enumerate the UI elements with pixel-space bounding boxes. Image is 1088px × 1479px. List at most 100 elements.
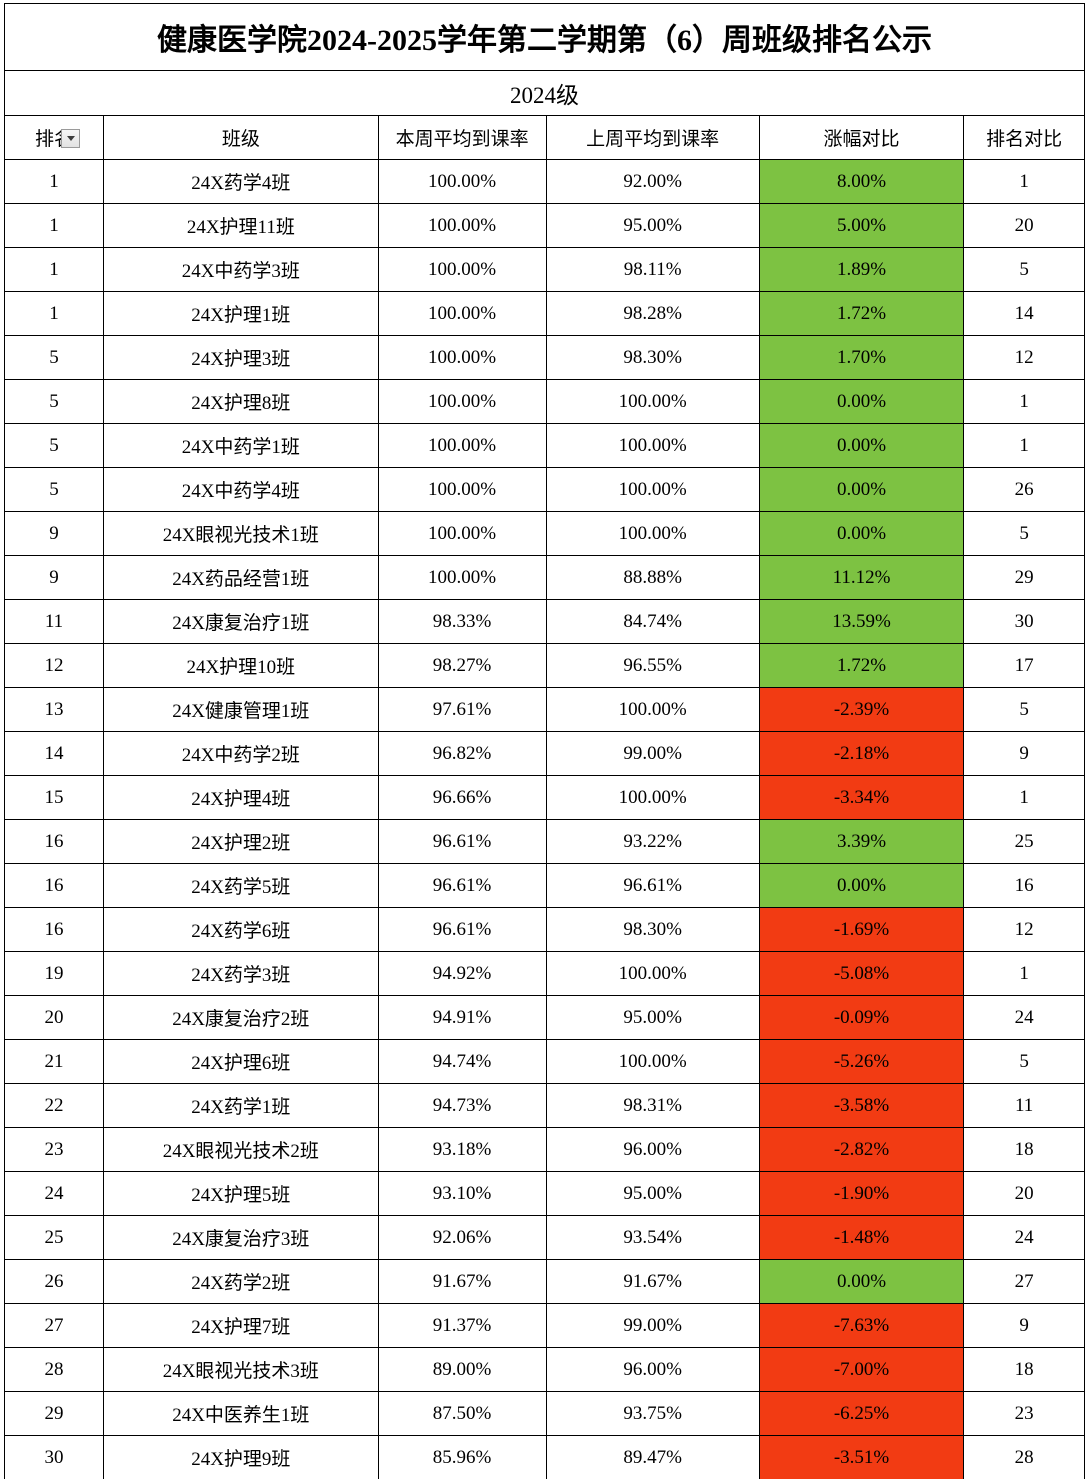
cell-current-week-rate: 100.00% <box>377 247 547 292</box>
cell-delta: -7.63% <box>758 1303 965 1348</box>
cell-delta: -2.82% <box>758 1127 965 1172</box>
cell-current-week-rate: 98.33% <box>377 599 547 644</box>
cell-class-name: 24X药学6班 <box>103 907 379 952</box>
cell-current-week-rate: 100.00% <box>377 555 547 600</box>
cell-delta: 8.00% <box>758 159 965 204</box>
cell-rank: 1 <box>3 203 105 248</box>
cell-class-name: 24X护理3班 <box>103 335 379 380</box>
cell-rank-compare: 1 <box>963 951 1085 996</box>
cell-class-name: 24X眼视光技术3班 <box>103 1347 379 1392</box>
cell-class-name: 24X护理1班 <box>103 291 379 336</box>
cell-class-name: 24X护理9班 <box>103 1435 379 1479</box>
cell-delta: 0.00% <box>758 423 965 468</box>
cell-delta: 0.00% <box>758 863 965 908</box>
cell-rank-compare: 1 <box>963 159 1085 204</box>
cell-delta: -1.69% <box>758 907 965 952</box>
cell-current-week-rate: 100.00% <box>377 379 547 424</box>
column-header-rank-compare-label: 排名对比 <box>986 129 1063 150</box>
cell-delta: 1.89% <box>758 247 965 292</box>
column-header-rank[interactable]: 排名 <box>3 115 105 160</box>
table-row: 22 24X药学1班 94.73% 98.31% -3.58% 11 <box>3 1083 1085 1128</box>
cell-rank-compare: 1 <box>963 423 1085 468</box>
cell-previous-week-rate: 100.00% <box>545 687 760 732</box>
cell-previous-week-rate: 98.11% <box>545 247 760 292</box>
table-row: 9 24X眼视光技术1班 100.00% 100.00% 0.00% 5 <box>3 511 1085 556</box>
cell-current-week-rate: 93.18% <box>377 1127 547 1172</box>
cell-class-name: 24X药学4班 <box>103 159 379 204</box>
cell-rank: 5 <box>3 335 105 380</box>
cell-current-week-rate: 96.61% <box>377 907 547 952</box>
cell-current-week-rate: 94.73% <box>377 1083 547 1128</box>
cell-rank-compare: 23 <box>963 1391 1085 1436</box>
cell-current-week-rate: 100.00% <box>377 423 547 468</box>
cell-current-week-rate: 96.66% <box>377 775 547 820</box>
cell-rank-compare: 28 <box>963 1435 1085 1479</box>
cell-previous-week-rate: 99.00% <box>545 1303 760 1348</box>
table-row: 1 24X药学4班 100.00% 92.00% 8.00% 1 <box>3 159 1085 204</box>
grade-subtitle: 2024级 <box>4 70 1085 116</box>
cell-rank: 23 <box>3 1127 105 1172</box>
title-row: 健康医学院2024-2025学年第二学期第（6）周班级排名公示 <box>4 3 1085 71</box>
cell-delta: -3.51% <box>758 1435 965 1479</box>
filter-dropdown-icon-rank[interactable] <box>61 129 80 148</box>
subtitle-row: 2024级 <box>4 70 1085 116</box>
cell-class-name: 24X药学1班 <box>103 1083 379 1128</box>
cell-previous-week-rate: 96.61% <box>545 863 760 908</box>
column-header-current-week[interactable]: 本周平均到课率 ↓ <box>377 115 547 160</box>
column-header-current-week-label: 本周平均到课率 <box>395 129 529 150</box>
cell-previous-week-rate: 96.55% <box>545 643 760 688</box>
cell-rank-compare: 24 <box>963 995 1085 1040</box>
cell-current-week-rate: 96.82% <box>377 731 547 776</box>
cell-class-name: 24X眼视光技术1班 <box>103 511 379 556</box>
cell-current-week-rate: 100.00% <box>377 467 547 512</box>
cell-class-name: 24X护理10班 <box>103 643 379 688</box>
cell-class-name: 24X药学5班 <box>103 863 379 908</box>
column-header-class[interactable]: 班级 <box>103 115 379 160</box>
cell-rank-compare: 12 <box>963 335 1085 380</box>
cell-delta: 13.59% <box>758 599 965 644</box>
table-row: 1 24X护理11班 100.00% 95.00% 5.00% 20 <box>3 203 1085 248</box>
cell-rank: 11 <box>3 599 105 644</box>
cell-class-name: 24X护理7班 <box>103 1303 379 1348</box>
cell-rank: 12 <box>3 643 105 688</box>
cell-rank: 5 <box>3 423 105 468</box>
cell-rank-compare: 9 <box>963 1303 1085 1348</box>
cell-previous-week-rate: 96.00% <box>545 1347 760 1392</box>
cell-rank-compare: 27 <box>963 1259 1085 1304</box>
cell-current-week-rate: 100.00% <box>377 159 547 204</box>
cell-rank-compare: 1 <box>963 775 1085 820</box>
table-row: 27 24X护理7班 91.37% 99.00% -7.63% 9 <box>3 1303 1085 1348</box>
table-row: 5 24X中药学4班 100.00% 100.00% 0.00% 26 <box>3 467 1085 512</box>
cell-current-week-rate: 94.92% <box>377 951 547 996</box>
cell-delta: 1.72% <box>758 643 965 688</box>
cell-previous-week-rate: 98.30% <box>545 335 760 380</box>
column-header-previous-week: 上周平均到课率 <box>545 115 760 160</box>
cell-class-name: 24X药学2班 <box>103 1259 379 1304</box>
column-header-previous-week-label: 上周平均到课率 <box>586 129 720 150</box>
table-row: 23 24X眼视光技术2班 93.18% 96.00% -2.82% 18 <box>3 1127 1085 1172</box>
table-row: 1 24X中药学3班 100.00% 98.11% 1.89% 5 <box>3 247 1085 292</box>
cell-rank-compare: 18 <box>963 1127 1085 1172</box>
cell-previous-week-rate: 88.88% <box>545 555 760 600</box>
table-header-row: 排名 班级 本周平均到课率 <box>3 115 1085 160</box>
cell-current-week-rate: 92.06% <box>377 1215 547 1260</box>
table-row: 26 24X药学2班 91.67% 91.67% 0.00% 27 <box>3 1259 1085 1304</box>
table-row: 24 24X护理5班 93.10% 95.00% -1.90% 20 <box>3 1171 1085 1216</box>
cell-rank-compare: 1 <box>963 379 1085 424</box>
cell-class-name: 24X药学3班 <box>103 951 379 996</box>
cell-previous-week-rate: 98.31% <box>545 1083 760 1128</box>
cell-rank-compare: 20 <box>963 1171 1085 1216</box>
cell-previous-week-rate: 100.00% <box>545 951 760 996</box>
cell-current-week-rate: 91.67% <box>377 1259 547 1304</box>
table-row: 29 24X中医养生1班 87.50% 93.75% -6.25% 23 <box>3 1391 1085 1436</box>
cell-delta: -3.58% <box>758 1083 965 1128</box>
table-row: 13 24X健康管理1班 97.61% 100.00% -2.39% 5 <box>3 687 1085 732</box>
table-row: 5 24X护理3班 100.00% 98.30% 1.70% 12 <box>3 335 1085 380</box>
cell-delta: -2.18% <box>758 731 965 776</box>
cell-current-week-rate: 89.00% <box>377 1347 547 1392</box>
cell-rank-compare: 30 <box>963 599 1085 644</box>
cell-class-name: 24X护理5班 <box>103 1171 379 1216</box>
cell-current-week-rate: 93.10% <box>377 1171 547 1216</box>
cell-previous-week-rate: 93.22% <box>545 819 760 864</box>
